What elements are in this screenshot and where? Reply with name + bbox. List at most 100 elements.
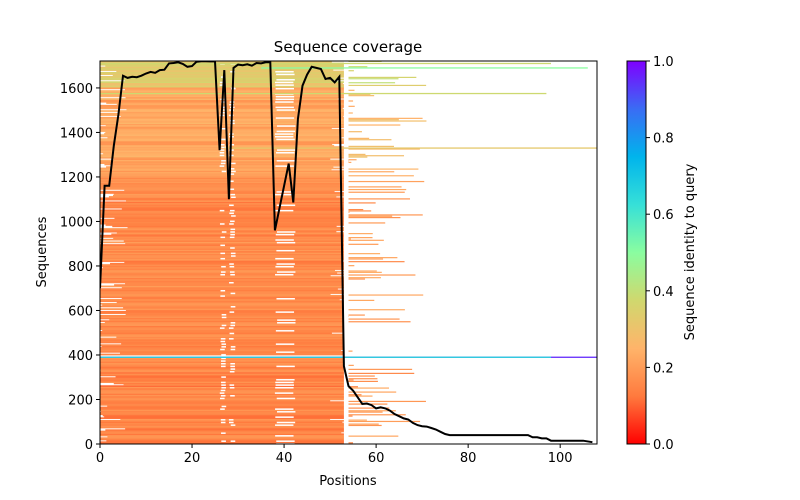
heatmap-row <box>100 426 344 429</box>
heatmap-row-extension <box>348 442 353 444</box>
heatmap-row-extension <box>348 378 378 380</box>
heatmap-gap <box>229 332 235 335</box>
heatmap-gap <box>276 130 295 133</box>
heatmap-row <box>121 297 344 300</box>
heatmap-row-extension <box>348 117 423 119</box>
heatmap-row <box>100 63 344 66</box>
heatmap-gap <box>221 440 226 442</box>
heatmap-row <box>100 433 344 436</box>
heatmap-row <box>113 237 344 240</box>
y-tick-label: 400 <box>68 349 93 364</box>
heatmap-row <box>100 393 344 395</box>
heatmap-gap <box>230 306 236 308</box>
heatmap-row-extension <box>348 175 414 177</box>
heatmap-row <box>100 142 344 144</box>
x-tick-label: 0 <box>96 451 104 466</box>
heatmap-row <box>100 338 344 341</box>
y-axis: 0 200 400 600 800 1000 1200 1400 1600 <box>60 82 100 453</box>
heatmap-row <box>100 77 340 79</box>
heatmap-gap <box>277 411 296 413</box>
heatmap-row <box>100 274 331 277</box>
heatmap-row <box>100 288 338 290</box>
heatmap-row <box>110 262 344 265</box>
heatmap-row-extension <box>348 222 386 224</box>
heatmap-row <box>100 85 344 87</box>
heatmap-row-extension <box>348 379 354 381</box>
heatmap-gap <box>230 292 236 295</box>
heatmap-gap <box>220 271 226 273</box>
heatmap-gap <box>230 348 236 351</box>
heatmap-gap <box>274 133 294 135</box>
heatmap-row <box>100 413 344 416</box>
heatmap-row-extension <box>348 66 368 68</box>
heatmap-gap <box>220 236 226 239</box>
heatmap-row <box>100 293 331 296</box>
heatmap-gap <box>275 435 294 437</box>
heatmap-gap <box>230 368 236 370</box>
heatmap-row-extension <box>348 208 364 211</box>
heatmap-row <box>100 367 344 370</box>
heatmap-gap <box>230 162 236 165</box>
heatmap-row-extension <box>348 124 401 126</box>
heatmap-row-extension <box>348 137 370 139</box>
heatmap-row <box>100 254 344 257</box>
x-axis: 0 20 40 60 80 100 <box>96 444 573 466</box>
heatmap-gap <box>230 362 235 365</box>
heatmap-gap <box>221 265 226 268</box>
heatmap-row-extension <box>348 180 425 183</box>
colorbar-tick-label: 0.8 <box>653 132 674 147</box>
heatmap-row-extension <box>348 217 401 219</box>
heatmap-row-extension <box>348 186 402 188</box>
heatmap-gap <box>276 138 295 141</box>
heatmap-gap <box>220 340 226 343</box>
heatmap-gap <box>221 384 226 386</box>
heatmap-row <box>121 342 344 345</box>
heatmap-row <box>121 208 344 210</box>
x-tick-label: 80 <box>460 451 477 466</box>
heatmap-gap <box>219 327 225 329</box>
heatmap-row-extension <box>348 274 416 276</box>
heatmap-row <box>115 375 344 378</box>
heatmap-row <box>100 229 344 232</box>
heatmap-row <box>113 158 331 160</box>
heatmap-gap <box>219 154 225 157</box>
heatmap-row-extension <box>348 350 353 352</box>
heatmap-gap <box>229 173 235 175</box>
heatmap-row <box>100 204 344 206</box>
heatmap-row <box>102 329 344 332</box>
heatmap-gap <box>221 343 227 345</box>
heatmap-gap <box>275 387 294 389</box>
heatmap-gap <box>275 84 294 86</box>
heatmap-gap <box>220 289 226 292</box>
heatmap-gap <box>276 397 296 400</box>
heatmap-gap <box>229 263 234 265</box>
heatmap-gap <box>220 419 226 421</box>
heatmap-gap <box>221 324 227 327</box>
heatmap-row <box>100 296 344 298</box>
heatmap-gap <box>275 239 294 241</box>
heatmap-gap <box>219 149 225 151</box>
heatmap-gap <box>229 212 234 215</box>
heatmap-row-extension <box>348 258 384 260</box>
heatmap-row <box>100 69 334 71</box>
heatmap-gap <box>275 416 294 418</box>
heatmap-row-extension <box>348 364 354 366</box>
heatmap-gap <box>228 327 234 329</box>
heatmap-gap <box>230 231 235 233</box>
y-tick-label: 1600 <box>60 82 93 97</box>
heatmap-gap <box>229 311 235 313</box>
heatmap-row <box>100 66 344 69</box>
heatmap-gap <box>220 111 226 114</box>
heatmap-row <box>100 246 344 249</box>
heatmap-row <box>100 320 344 323</box>
heatmap-gap <box>276 79 295 81</box>
heatmap-row <box>100 250 344 253</box>
heatmap-row <box>100 176 344 178</box>
heatmap-row <box>100 87 344 90</box>
heatmap-row <box>100 302 344 305</box>
heatmap-row <box>103 152 344 155</box>
y-tick-label: 800 <box>68 260 93 275</box>
heatmap-row <box>100 298 340 301</box>
coverage-line <box>100 61 593 444</box>
heatmap-row <box>100 249 344 252</box>
